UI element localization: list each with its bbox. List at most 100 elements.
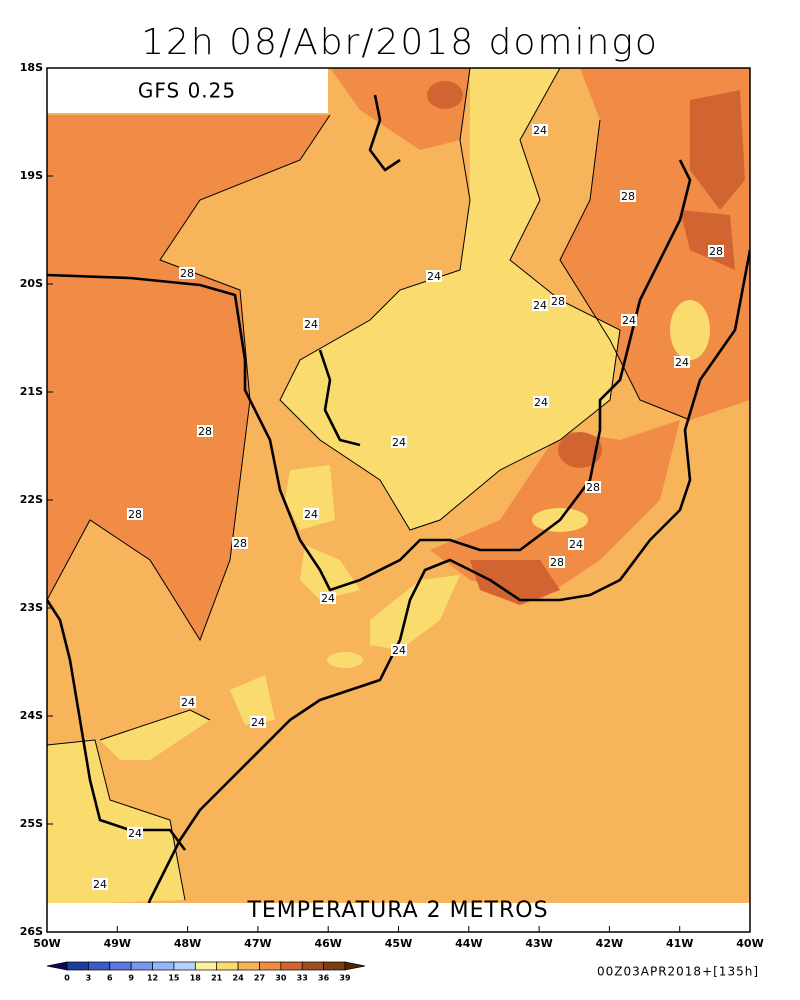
lat-label: 26S <box>20 925 43 938</box>
contour-label: 24 <box>251 716 265 729</box>
model-label: GFS 0.25 <box>138 79 236 103</box>
contour-label-bg <box>303 508 319 520</box>
contour-label-bg <box>550 295 566 307</box>
contour-label-bg <box>533 396 549 408</box>
contour-label: 24 <box>321 592 335 605</box>
lat-label: 20S <box>20 277 43 290</box>
contour-label: 24 <box>569 538 583 551</box>
contour-label: 24 <box>533 124 547 137</box>
colorbar-tick-label: 3 <box>86 974 92 983</box>
contour-label-bg <box>426 270 442 282</box>
contour-label: 28 <box>621 190 635 203</box>
contour-label: 28 <box>128 508 142 521</box>
lon-label: 44W <box>455 937 482 950</box>
contour-label: 24 <box>533 299 547 312</box>
model-box <box>47 68 328 113</box>
contour-label-bg <box>127 827 143 839</box>
contour-label: 28 <box>586 481 600 494</box>
colorbar-tick-label: 39 <box>339 974 351 983</box>
title: 12h 08/Abr/2018 domingo <box>141 22 659 63</box>
colorbar-segment <box>301 961 324 971</box>
lon-label: 42W <box>596 937 623 950</box>
temperature-field <box>47 68 750 932</box>
field-label: TEMPERATURA 2 METROS <box>246 898 548 923</box>
contour-label-bg <box>391 436 407 448</box>
contour-label: 24 <box>392 436 406 449</box>
colorbar-tick-label: 6 <box>107 974 113 983</box>
colorbar-tick-label: 15 <box>168 974 180 983</box>
lon-label: 48W <box>174 937 201 950</box>
colorbar-segment <box>66 961 89 971</box>
colorbar-segment <box>259 961 282 971</box>
colorbar-tick-label: 24 <box>233 974 245 983</box>
contour-label-bg <box>92 878 108 890</box>
lon-label: 41W <box>666 937 693 950</box>
colorbar-segment <box>173 961 196 971</box>
lat-label: 23S <box>20 601 43 614</box>
colorbar-tick-label: 27 <box>254 974 265 983</box>
colorbar-arrow <box>46 961 68 971</box>
lat-label: 25S <box>20 817 43 830</box>
colorbar-segment <box>194 961 218 971</box>
lon-label: 43W <box>525 937 552 950</box>
contour-label: 24 <box>392 644 406 657</box>
contour-label: 24 <box>534 396 548 409</box>
contour-label-bg <box>197 425 213 437</box>
contour-label-bg <box>621 314 637 326</box>
lon-label: 49W <box>104 937 131 950</box>
contour-label: 28 <box>180 267 194 280</box>
contour-label: 28 <box>198 425 212 438</box>
contour-label: 24 <box>427 270 441 283</box>
colorbar-arrow <box>344 961 366 971</box>
contour-label: 24 <box>304 508 318 521</box>
contour-label: 28 <box>550 556 564 569</box>
contour-label-bg <box>179 267 195 279</box>
contour-label: 24 <box>181 696 195 709</box>
colorbar-segment <box>216 961 239 971</box>
colorbar-segment <box>280 961 303 971</box>
colorbar-tick-label: 21 <box>211 974 223 983</box>
lon-label: 40W <box>736 937 763 950</box>
contour-label-bg <box>532 124 548 136</box>
colorbar-segment <box>130 961 153 971</box>
contour-label-bg <box>568 538 584 550</box>
lon-label: 50W <box>33 937 60 950</box>
colorbar-tick-label: 9 <box>128 974 134 983</box>
lat-label: 24S <box>20 709 43 722</box>
lat-label: 22S <box>20 493 43 506</box>
colorbar-tick-label: 36 <box>318 974 330 983</box>
lat-label: 21S <box>20 385 43 398</box>
contour-label: 28 <box>709 245 723 258</box>
contour-label-bg <box>180 696 196 708</box>
run-label: 00Z03APR2018+[135h] <box>597 965 759 979</box>
colorbar-tick-label: 33 <box>297 974 308 983</box>
lon-label: 45W <box>385 937 412 950</box>
contour-label-bg <box>674 356 690 368</box>
colorbar-segment <box>237 961 260 971</box>
contour-label-bg <box>250 716 266 728</box>
contour-label-bg <box>320 592 336 604</box>
lat-label: 19S <box>20 169 43 182</box>
lat-label: 18S <box>20 61 43 74</box>
contour-label: 24 <box>675 356 689 369</box>
contour-label-bg <box>549 556 565 568</box>
colorbar-tick-label: 18 <box>190 974 202 983</box>
contour-label: 28 <box>233 537 247 550</box>
contour-label: 24 <box>622 314 636 327</box>
contour-label-bg <box>620 190 636 202</box>
colorbar-segment <box>109 961 132 971</box>
colorbar-tick-label: 12 <box>147 974 158 983</box>
contour-label: 24 <box>93 878 107 891</box>
contour-label: 28 <box>551 295 565 308</box>
colorbar-segment <box>152 961 175 971</box>
contour-label-bg <box>391 644 407 656</box>
colorbar-segment <box>88 961 111 971</box>
contour-label-bg <box>708 245 724 257</box>
lon-label: 46W <box>314 937 341 950</box>
contour-label: 24 <box>304 318 318 331</box>
lon-label: 47W <box>244 937 271 950</box>
contour-label: 24 <box>128 827 142 840</box>
contour-label-bg <box>585 481 601 493</box>
